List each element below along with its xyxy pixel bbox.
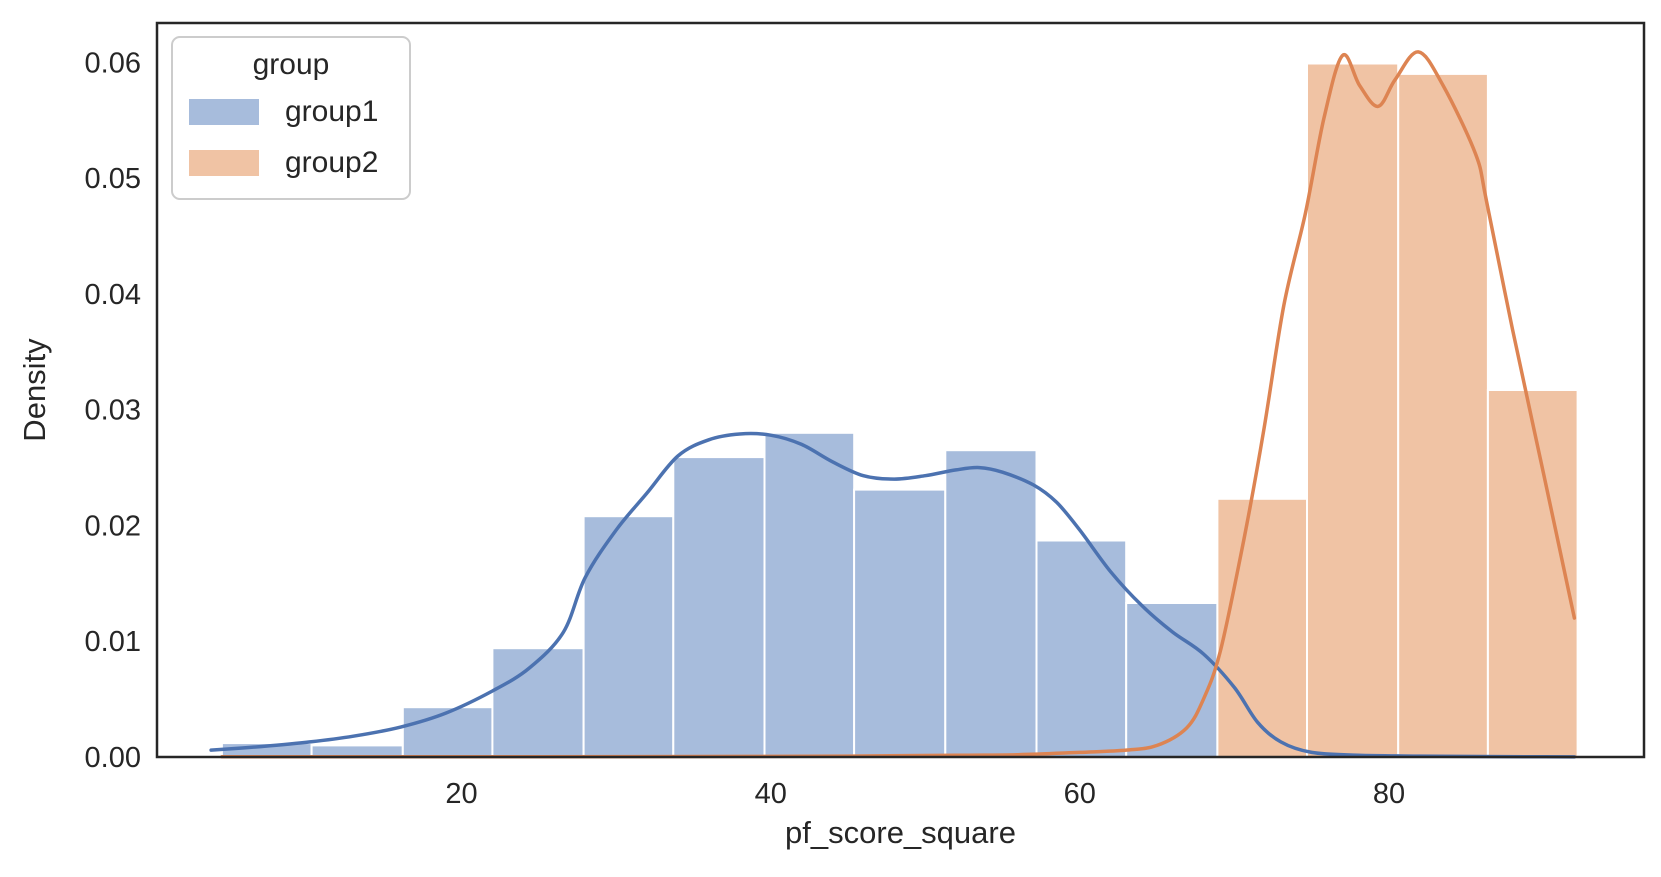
kde-curve-group1 [209, 431, 1577, 759]
x-axis-label: pf_score_square [785, 815, 1016, 850]
legend-swatch-group1 [189, 98, 259, 125]
histogram-bar-group1 [944, 449, 1038, 758]
histogram-bar-group2 [1306, 62, 1400, 758]
legend-item-group1: group1 [173, 86, 409, 137]
histogram-bar-group1 [491, 647, 585, 759]
y-tick-label: 0.00 [85, 742, 141, 774]
y-tick-label: 0.06 [85, 47, 141, 79]
x-tick-label: 20 [445, 778, 477, 810]
histogram-bar-group1 [763, 431, 856, 758]
histogram-bar-group1 [672, 456, 766, 758]
legend-item-label: group1 [285, 94, 379, 128]
histogram-bar-group2 [1397, 72, 1489, 758]
histogram-bar-group1 [1035, 539, 1128, 758]
y-tick-label: 0.05 [85, 163, 141, 195]
x-tick-label: 60 [1064, 778, 1096, 810]
axes-spines [155, 21, 1646, 759]
x-tick-label: 80 [1373, 778, 1405, 810]
histogram-bar-group1 [582, 515, 675, 759]
histogram-bar-group2 [1216, 497, 1309, 758]
y-axis-label: Density [17, 338, 52, 442]
y-tick-label: 0.03 [85, 395, 141, 427]
histogram-bar-group1 [401, 706, 494, 759]
y-tick-label: 0.02 [85, 511, 141, 543]
y-tick-label: 0.04 [85, 279, 141, 311]
legend: group group1 group2 [171, 36, 411, 200]
y-tick-label: 0.01 [85, 626, 141, 658]
legend-title: group [252, 48, 330, 81]
legend-item-group2: group2 [173, 137, 409, 188]
legend-swatch-group2 [189, 149, 259, 176]
legend-item-label: group2 [285, 145, 379, 179]
histogram-bar-group2 [1486, 389, 1579, 758]
histogram-bar-group1 [853, 488, 947, 758]
x-tick-label: 40 [755, 778, 787, 810]
histogram-bar-group1 [1125, 602, 1219, 758]
